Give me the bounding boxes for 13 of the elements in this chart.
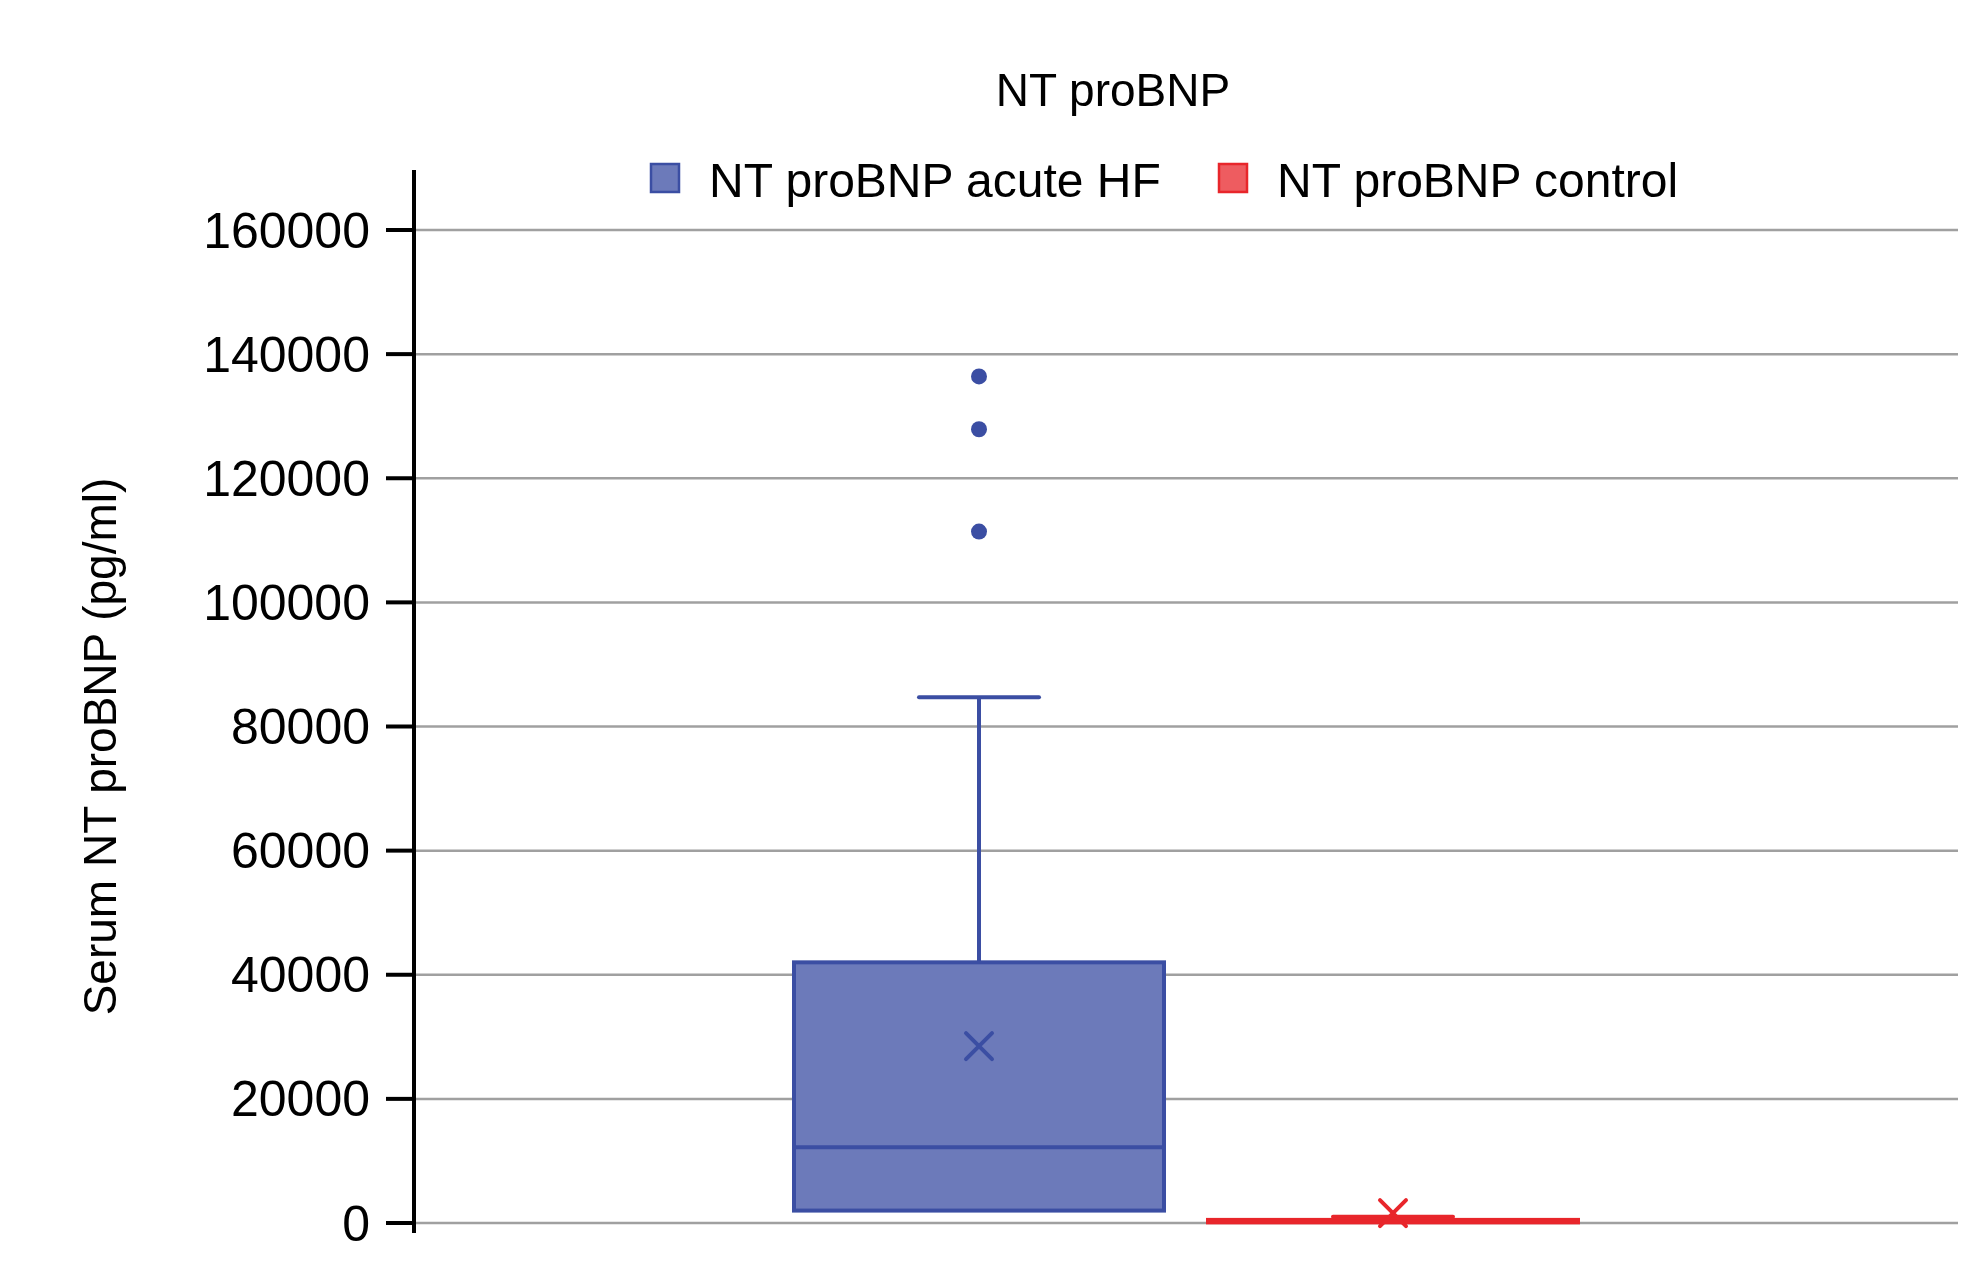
chart-title: NT proBNP: [995, 64, 1231, 116]
legend-label: NT proBNP control: [1277, 153, 1679, 207]
y-axis-title: Serum NT proBNP (pg/ml): [74, 477, 126, 1016]
y-tick-label: 100000: [203, 574, 370, 631]
y-tick-label: 60000: [230, 823, 370, 880]
y-tick-label: 160000: [203, 202, 370, 259]
legend-label: NT proBNP acute HF: [709, 153, 1161, 207]
y-tick-label: 120000: [203, 450, 370, 507]
y-tick-label: 140000: [203, 326, 370, 383]
y-tick-label: 80000: [230, 699, 370, 755]
y-tick-label: 0: [342, 1195, 370, 1252]
y-tick-label: 40000: [230, 947, 370, 1004]
y-tick-label: 20000: [230, 1071, 370, 1128]
